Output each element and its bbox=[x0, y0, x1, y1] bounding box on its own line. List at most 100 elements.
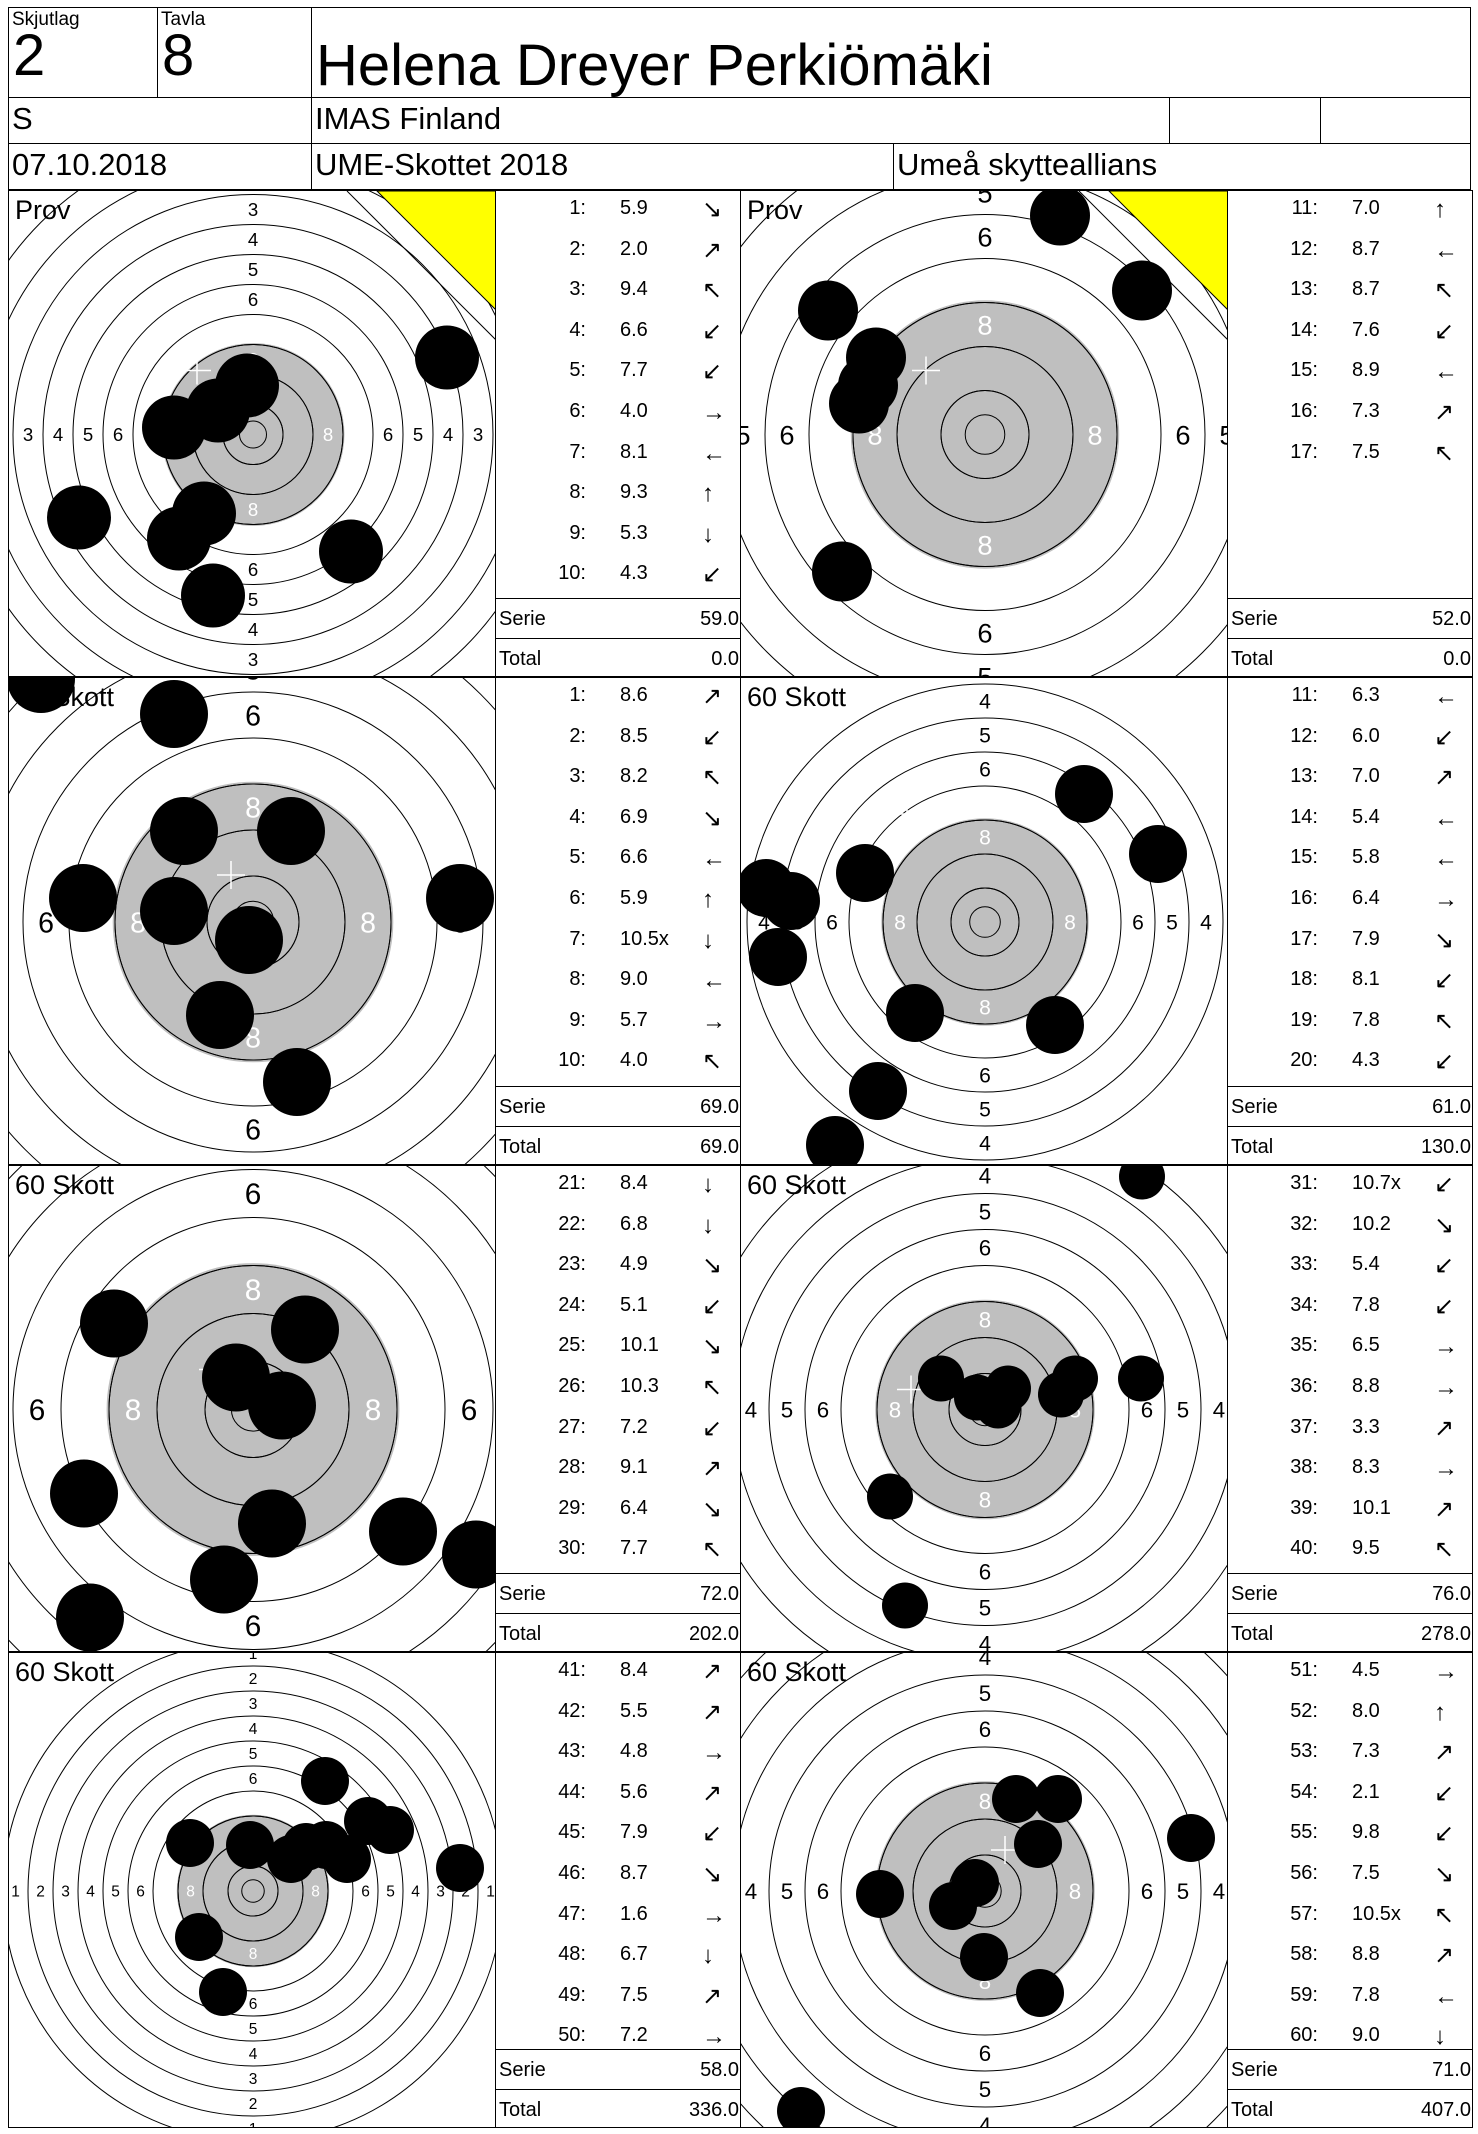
shot-direction-icon: ↖ bbox=[702, 1374, 723, 1401]
total-row: Total 202.0 bbox=[496, 1613, 740, 1651]
shot-hole bbox=[190, 1545, 258, 1614]
shot-score: 10.1 bbox=[1352, 1496, 1391, 1519]
target-ring bbox=[52, 1690, 454, 2092]
target-face: 4444555566667777888860 Skott bbox=[741, 682, 1224, 1164]
total-row: Total 69.0 bbox=[496, 1126, 740, 1164]
ring-number: 7 bbox=[245, 746, 261, 778]
ring-number: 5 bbox=[1166, 912, 1178, 935]
shot-direction-icon: ↗ bbox=[1434, 1739, 1455, 1767]
serie-row: Serie 76.0 bbox=[1228, 1573, 1472, 1614]
target-inner-ring bbox=[852, 302, 1118, 567]
ring-number: 6 bbox=[779, 419, 794, 450]
shot-hole bbox=[867, 1473, 913, 1520]
serie-label: Serie bbox=[499, 1096, 546, 1118]
shot-row: 47: 1.6 → bbox=[496, 1902, 740, 1933]
ring-number: 7 bbox=[823, 419, 838, 450]
shooter-name: Helena Dreyer Perkiömäki bbox=[316, 33, 993, 98]
serie-label: Serie bbox=[1231, 608, 1278, 630]
shot-hole bbox=[1034, 1775, 1082, 1823]
shot-score: 8.6 bbox=[620, 684, 648, 706]
ring-number: 4 bbox=[979, 1166, 991, 1189]
total-row: Total 0.0 bbox=[496, 638, 740, 676]
serie-value: 61.0 bbox=[1432, 1096, 1471, 1118]
shot-number: 12: bbox=[1290, 237, 1318, 260]
ring-number: 7 bbox=[979, 1524, 991, 1549]
shot-row: 23: 4.9 ↘ bbox=[496, 1253, 740, 1283]
shot-score: 8.7 bbox=[1352, 237, 1380, 260]
shot-row: 15: 5.8 ← bbox=[1228, 846, 1472, 876]
ring-number: 8 bbox=[1069, 1879, 1081, 1904]
shot-number: 34: bbox=[1290, 1293, 1318, 1316]
serie-row: Serie 72.0 bbox=[496, 1573, 740, 1614]
shot-hole bbox=[47, 485, 111, 550]
shot-score: 2.0 bbox=[620, 237, 648, 260]
ring-number: 4 bbox=[411, 1884, 420, 1901]
shot-direction-icon: ↘ bbox=[702, 196, 723, 223]
shot-score: 9.5 bbox=[1352, 1537, 1380, 1560]
ring-number: 7 bbox=[1131, 419, 1146, 450]
ring-number: 7 bbox=[1098, 912, 1110, 935]
shot-direction-icon: → bbox=[702, 2023, 726, 2051]
ring-number: 5 bbox=[781, 1879, 793, 1904]
shot-score: 7.8 bbox=[1352, 1293, 1380, 1316]
serie-value: 69.0 bbox=[700, 1096, 739, 1118]
shot-hole bbox=[856, 1870, 904, 1918]
shot-number: 3: bbox=[569, 765, 586, 788]
shot-score: 1.6 bbox=[620, 1902, 648, 1925]
ring-number: 5 bbox=[1219, 419, 1228, 450]
ring-number: 1 bbox=[486, 1884, 495, 1901]
target-ring bbox=[848, 785, 1122, 1059]
shot-direction-icon: → bbox=[1434, 1374, 1458, 1401]
shot-direction-icon: ↙ bbox=[702, 561, 723, 589]
panel-title: 60 Skott bbox=[747, 682, 847, 712]
ring-number: 4 bbox=[745, 1398, 757, 1423]
ring-number: 4 bbox=[53, 424, 63, 445]
shot-hole bbox=[366, 1806, 414, 1854]
shot-score: 9.1 bbox=[620, 1456, 648, 1479]
shot-direction-icon: ↗ bbox=[702, 1455, 723, 1483]
ring-number: 5 bbox=[248, 259, 258, 280]
ring-number: 7 bbox=[979, 1031, 991, 1054]
shot-hole bbox=[238, 1489, 306, 1558]
blank-cell-2 bbox=[1320, 97, 1471, 144]
shot-hole bbox=[257, 797, 325, 865]
shot-score: 8.7 bbox=[1352, 278, 1380, 301]
serie-row: Serie 61.0 bbox=[1228, 1086, 1472, 1127]
ring-number: 5 bbox=[111, 1884, 120, 1901]
shot-row: 1: 5.9 ↘ bbox=[496, 196, 740, 227]
shot-row: 5: 7.7 ↙ bbox=[496, 359, 740, 389]
shot-score: 6.7 bbox=[620, 1943, 648, 1966]
shot-direction-icon: ↗ bbox=[1434, 399, 1455, 426]
ring-number: 4 bbox=[443, 424, 453, 445]
shot-row: 9: 5.7 → bbox=[496, 1008, 740, 1039]
ring-number: 6 bbox=[977, 617, 992, 648]
ring-number: 6 bbox=[979, 759, 991, 782]
ring-number: 4 bbox=[979, 691, 991, 714]
shot-direction-icon: ↖ bbox=[702, 1048, 723, 1076]
target-ring bbox=[840, 1265, 1130, 1554]
target-ring bbox=[42, 224, 464, 645]
shot-row: 11: 6.3 ← bbox=[1228, 684, 1472, 714]
serie-label: Serie bbox=[499, 2059, 546, 2081]
shot-row: 10: 4.3 ↙ bbox=[496, 561, 740, 592]
shot-score: 5.9 bbox=[620, 197, 648, 219]
ring-number: 6 bbox=[361, 1884, 370, 1901]
ring-number: 6 bbox=[245, 1610, 262, 1643]
shot-direction-icon: ↖ bbox=[702, 277, 723, 305]
shot-direction-icon: → bbox=[1434, 886, 1458, 913]
shot-number: 16: bbox=[1290, 400, 1318, 422]
target-ring bbox=[132, 314, 374, 555]
shot-row: 17: 7.5 ↖ bbox=[1228, 440, 1472, 471]
target-inner-ring bbox=[916, 853, 1054, 991]
ring-number: 5 bbox=[977, 661, 992, 677]
shot-number: 1: bbox=[569, 684, 586, 706]
target-inner-ring bbox=[177, 1815, 329, 1967]
shot-row: 3: 9.4 ↖ bbox=[496, 277, 740, 308]
ring-number: 6 bbox=[979, 1560, 991, 1585]
tavla-value: 8 bbox=[162, 23, 195, 88]
shot-row: 16: 6.4 → bbox=[1228, 886, 1472, 917]
shot-row: 8: 9.0 ← bbox=[496, 968, 740, 998]
shot-score: 4.5 bbox=[1352, 1659, 1380, 1681]
ring-number: 7 bbox=[979, 1753, 991, 1778]
ring-number: 6 bbox=[977, 221, 992, 252]
